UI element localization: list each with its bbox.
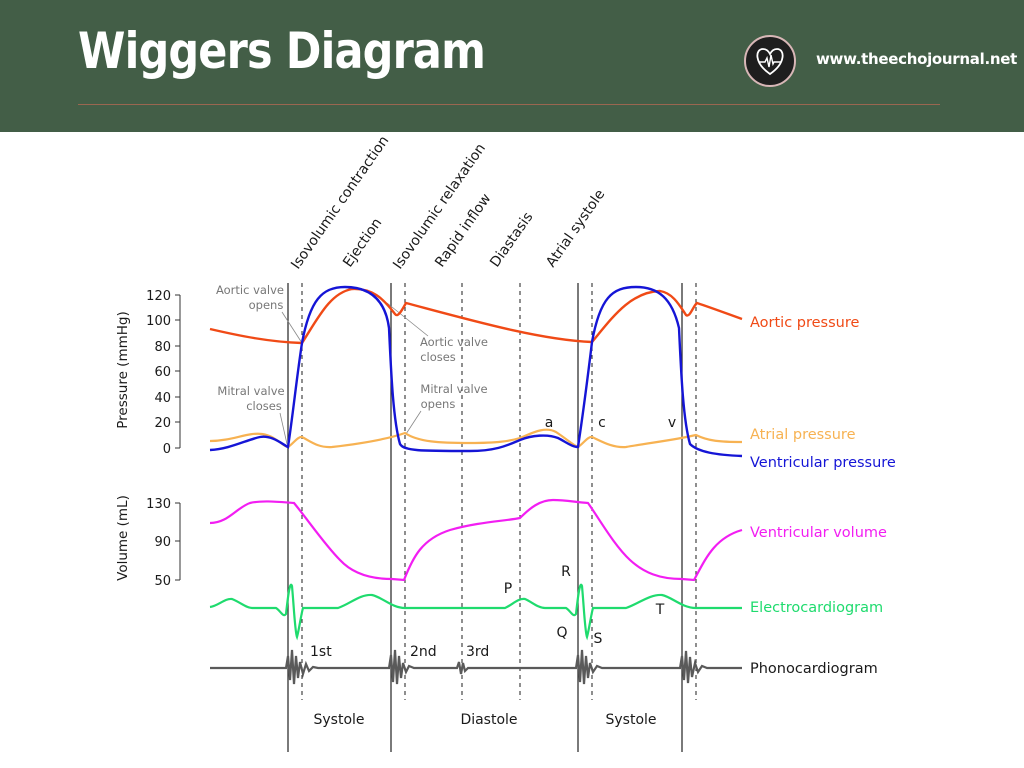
aortic-opens-line1: Aortic valve — [216, 283, 284, 297]
aortic-closes-line1: Aortic valve — [420, 335, 488, 349]
heart-sound-2nd: 2nd — [410, 644, 437, 660]
volume-axis: 130 90 50 Volume (mL) — [115, 495, 181, 589]
aortic-pressure-curve — [209, 287, 743, 345]
label-aortic-pressure: Aortic pressure — [750, 315, 860, 331]
pressure-tick-0: 0 — [163, 442, 171, 457]
label-atrial-pressure: Atrial pressure — [750, 427, 856, 443]
volume-tick-50: 50 — [154, 574, 171, 589]
phase-ejection: Ejection — [340, 215, 385, 270]
pressure-tick-60: 60 — [154, 365, 171, 380]
ventricular-pressure-curve — [209, 285, 743, 458]
wave-label-t: T — [655, 602, 665, 618]
electrocardiogram-curve — [209, 583, 742, 641]
pressure-tick-120: 120 — [146, 289, 171, 304]
curve-labels: Aortic pressure Atrial pressure Ventricu… — [750, 315, 896, 677]
aortic-closes-line2: closes — [420, 350, 456, 364]
pressure-axis: 120 100 80 60 40 20 0 Pressure (mmHg) — [115, 289, 181, 457]
volume-tick-130: 130 — [146, 497, 171, 512]
period-diastole: Diastole — [460, 712, 517, 728]
wave-label-c: c — [598, 415, 606, 431]
period-systole-2: Systole — [605, 712, 656, 728]
atrial-pressure-curve — [209, 428, 743, 449]
label-phonocardiogram: Phonocardiogram — [750, 661, 878, 677]
mitral-closes-line2: closes — [246, 399, 282, 413]
volume-axis-label: Volume (mL) — [115, 495, 131, 581]
phase-diastasis: Diastasis — [487, 209, 536, 270]
phase-isovolumic-contraction: Isovolumic contraction — [288, 133, 392, 272]
phase-labels: Isovolumic contraction Ejection Isovolum… — [288, 133, 608, 272]
wave-label-v: v — [668, 415, 676, 431]
period-systole-1: Systole — [313, 712, 364, 728]
mitral-closes-line1: Mitral valve — [217, 384, 284, 398]
aortic-opens-line2: opens — [249, 298, 284, 312]
mitral-opens-line2: opens — [421, 397, 456, 411]
phonocardiogram-curve — [210, 649, 742, 685]
phase-lines — [287, 283, 697, 752]
heart-sound-3rd: 3rd — [466, 644, 489, 660]
heart-sound-labels: 1st 2nd 3rd — [310, 644, 489, 660]
wave-label-s: S — [594, 631, 603, 647]
label-ventricular-volume: Ventricular volume — [750, 525, 887, 541]
phase-atrial-systole: Atrial systole — [543, 187, 608, 271]
pressure-tick-40: 40 — [154, 391, 171, 406]
heart-sound-1st: 1st — [310, 644, 332, 660]
valve-annotations: Aortic valve opens Aortic valve closes M… — [216, 283, 488, 445]
pressure-axis-label: Pressure (mmHg) — [115, 311, 131, 429]
label-electrocardiogram: Electrocardiogram — [750, 600, 883, 616]
pressure-tick-80: 80 — [154, 340, 171, 355]
mitral-opens-line1: Mitral valve — [420, 382, 487, 396]
wave-labels: a c v P R Q S T — [504, 415, 676, 647]
website-url: www.theechojournal.net — [816, 50, 1017, 68]
volume-tick-90: 90 — [154, 535, 171, 550]
pressure-tick-100: 100 — [146, 314, 171, 329]
ventricular-volume-curve — [209, 498, 743, 582]
page-title: Wiggers Diagram — [78, 22, 486, 80]
wave-label-q: Q — [556, 625, 567, 641]
wave-label-r: R — [561, 564, 571, 580]
header-divider — [78, 104, 940, 105]
header-banner: Wiggers Diagram www.theechojournal.net — [0, 0, 1024, 132]
heart-ecg-logo-icon — [744, 35, 796, 87]
wave-label-a: a — [545, 415, 554, 431]
wave-label-p: P — [504, 581, 512, 597]
pressure-tick-20: 20 — [154, 416, 171, 431]
period-labels: Systole Diastole Systole — [313, 712, 656, 728]
label-ventricular-pressure: Ventricular pressure — [750, 455, 896, 471]
